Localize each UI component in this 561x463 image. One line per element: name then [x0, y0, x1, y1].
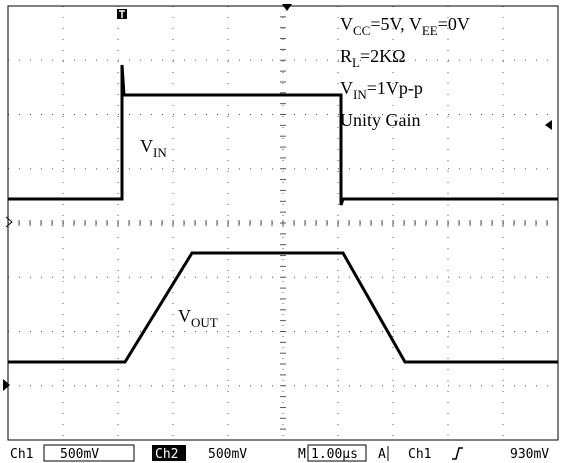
timebase: 1.00µs [311, 447, 358, 462]
graticule [7, 5, 559, 440]
subscript: EE [422, 23, 438, 38]
subscript: OUT [191, 315, 218, 330]
subscript: CC [353, 23, 370, 38]
ch1-scale: 500mV [60, 447, 99, 462]
gain-annotation: Unity Gain [340, 110, 421, 130]
trigger-t [119, 10, 125, 18]
ch2-label: Ch2 [155, 447, 178, 462]
ch2-scale: 500mV [208, 447, 247, 462]
timebase-prefix: M [298, 447, 306, 462]
subscript: L [352, 55, 360, 70]
ch2-box [152, 445, 186, 461]
vout-label: VOUT [178, 306, 218, 330]
text-part: =2KΩ [360, 46, 406, 66]
status-bg [0, 443, 561, 463]
vin-label: VIN [140, 136, 167, 160]
text-part: =0V [438, 14, 470, 34]
status-bar: Ch1 500mV Ch2 500mV M 1.00µs A Ch1 930mV [0, 443, 561, 463]
text-part: R [340, 46, 352, 66]
subscript: IN [353, 87, 367, 102]
trigger-level-marker [545, 120, 552, 130]
text-part: Unity Gain [340, 110, 421, 130]
trigger-level: 930mV [510, 447, 549, 462]
text-part: V [178, 306, 191, 326]
center-marker [282, 4, 292, 11]
subscript: IN [153, 145, 167, 160]
vout-trace [8, 251, 558, 364]
ch1-ground-marker [5, 216, 13, 228]
ch1-box [43, 444, 135, 462]
text-part: =5V, V [370, 14, 422, 34]
trigger-mode: A [378, 447, 386, 462]
vin-trace [8, 64, 558, 206]
text-part: V [340, 78, 353, 98]
load-annotation: RL=2KΩ [340, 46, 406, 70]
timebase-box [307, 444, 367, 462]
input-annotation: VIN=1Vp-p [340, 78, 423, 102]
text-part: V [140, 136, 153, 156]
text-part: =1Vp-p [367, 78, 423, 98]
screen-border [7, 5, 559, 441]
trigger-edge-icon [452, 447, 463, 460]
ch2-ground-marker [3, 379, 10, 391]
trigger-source: Ch1 [408, 447, 431, 462]
text-part: V [340, 14, 353, 34]
ch1-label: Ch1 [10, 447, 33, 462]
supply-annotation: VCC=5V, VEE=0V [340, 14, 470, 38]
